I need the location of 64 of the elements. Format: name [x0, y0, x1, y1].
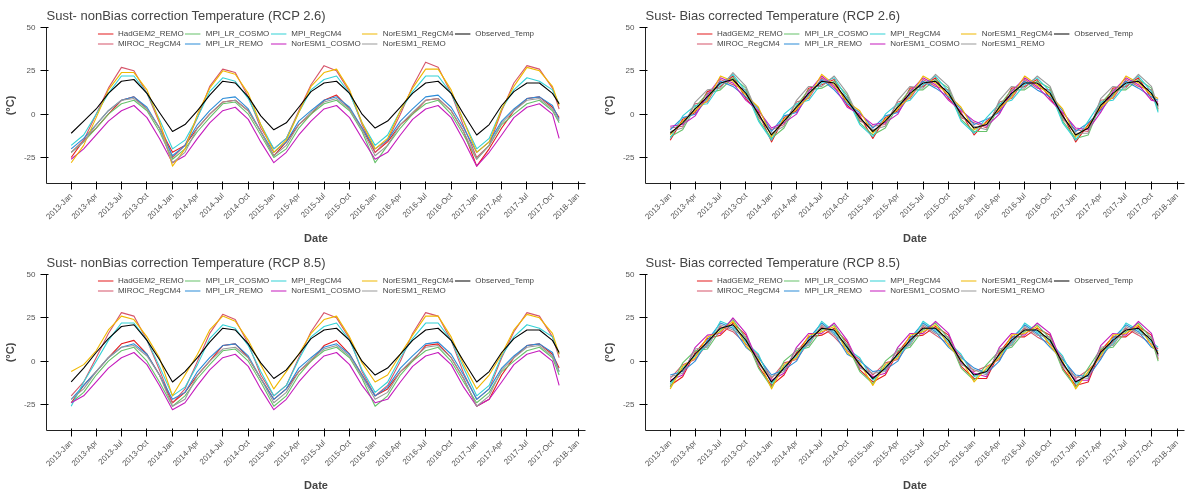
legend-label: NorESM1_COSMO: [890, 39, 960, 48]
legend-label: MPI_LR_COSMO: [205, 29, 270, 38]
legend-label: Observed_Temp: [1074, 29, 1134, 38]
y-tick-label: 25: [625, 66, 636, 76]
legend-label: NorESM1_REMO: [382, 286, 446, 295]
y-tick-label: 25: [26, 313, 37, 323]
legend-label: NorESM1_REMO: [981, 39, 1045, 48]
legend-label: MIROC_RegCM4: [716, 39, 780, 48]
legend-label: NorESM1_RegCM4: [981, 276, 1053, 285]
y-tick-label: -25: [23, 153, 37, 162]
legend-label: NorESM1_RegCM4: [382, 276, 454, 285]
legend-label: NorESM1_REMO: [981, 286, 1045, 295]
legend-label: Observed_Temp: [1074, 276, 1134, 285]
y-tick-label: -25: [622, 153, 636, 162]
y-tick-label: 50: [625, 270, 636, 279]
legend-label: NorESM1_RegCM4: [981, 29, 1053, 38]
legend-label: MIROC_RegCM4: [117, 286, 181, 295]
legend-label: HadGEM2_REMO: [716, 29, 783, 38]
y-axis-title: (°C): [3, 342, 16, 363]
y-tick-label: 50: [625, 23, 636, 32]
chart-title: Sust- nonBias correction Temperature (RCP 8.5): [46, 254, 326, 270]
x-axis-title: Date: [304, 232, 328, 245]
x-axis-title: Date: [304, 479, 328, 492]
legend-label: NorESM1_COSMO: [291, 286, 361, 295]
legend-label: NorESM1_REMO: [382, 39, 446, 48]
y-tick-label: 0: [630, 109, 636, 119]
legend-label: HadGEM2_REMO: [117, 276, 184, 285]
legend-label: HadGEM2_REMO: [117, 29, 184, 38]
legend-label: MPI_LR_COSMO: [804, 276, 869, 285]
chart-title: Sust- Bias corrected Temperature (RCP 2.6): [645, 7, 901, 23]
x-axis-title: Date: [903, 232, 927, 245]
legend-label: MIROC_RegCM4: [716, 286, 780, 295]
y-tick-label: 50: [26, 270, 37, 279]
y-tick-label: 25: [625, 313, 636, 323]
legend-label: Observed_Temp: [475, 276, 535, 285]
y-axis-title: (°C): [3, 95, 16, 116]
legend-label: MPI_RegCM4: [291, 29, 342, 38]
y-axis-title: (°C): [602, 95, 615, 116]
x-axis-title: Date: [903, 479, 927, 492]
legend-label: MPI_RegCM4: [890, 29, 941, 38]
legend-label: MPI_LR_COSMO: [205, 276, 270, 285]
legend-label: MPI_RegCM4: [291, 276, 342, 285]
legend-label: MPI_LR_REMO: [804, 286, 863, 295]
legend-label: NorESM1_COSMO: [291, 39, 361, 48]
legend-label: MPI_RegCM4: [890, 276, 941, 285]
y-tick-label: 50: [26, 23, 37, 32]
legend-label: NorESM1_RegCM4: [382, 29, 454, 38]
y-tick-label: -25: [23, 400, 37, 409]
chart-title: Sust- nonBias correction Temperature (RCP 2.6): [46, 7, 326, 23]
legend-label: MPI_LR_COSMO: [804, 29, 869, 38]
y-axis-title: (°C): [602, 342, 615, 363]
legend-label: Observed_Temp: [475, 29, 535, 38]
y-tick-label: 25: [26, 66, 37, 76]
chart-title: Sust- Bias corrected Temperature (RCP 8.5): [645, 254, 901, 270]
legend-label: MPI_LR_REMO: [205, 39, 264, 48]
legend-label: HadGEM2_REMO: [716, 276, 783, 285]
legend-label: MPI_LR_REMO: [205, 286, 264, 295]
legend-label: NorESM1_COSMO: [890, 286, 960, 295]
legend-label: MPI_LR_REMO: [804, 39, 863, 48]
y-tick-label: -25: [622, 400, 636, 409]
y-tick-label: 0: [31, 356, 37, 366]
legend-label: MIROC_RegCM4: [117, 39, 181, 48]
y-tick-label: 0: [630, 356, 636, 366]
y-tick-label: 0: [31, 109, 37, 119]
